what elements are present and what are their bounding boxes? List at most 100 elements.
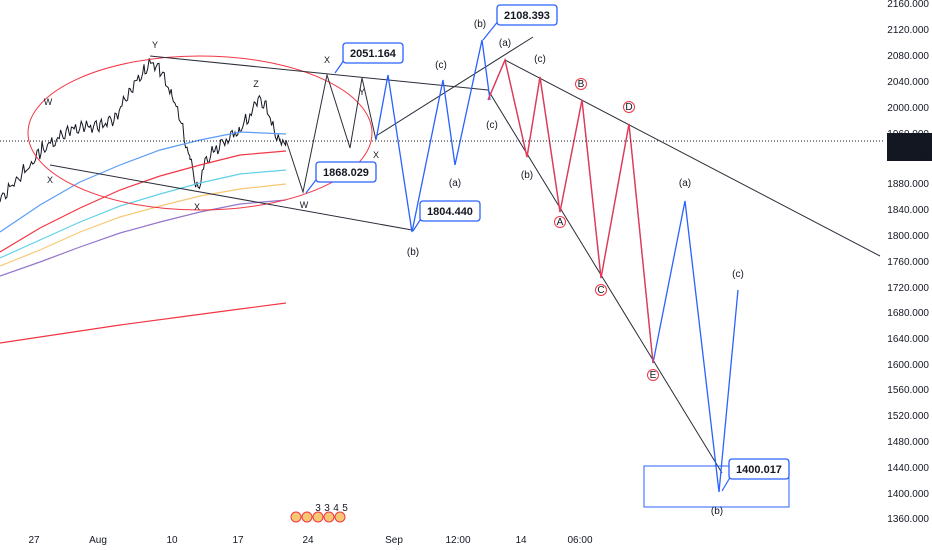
blue-wave-label: (b): [407, 247, 419, 258]
y-tick-label: 1600.000: [887, 360, 929, 371]
y-tick-label: 1840.000: [887, 205, 929, 216]
event-marker-label: 3: [324, 503, 330, 514]
price-series: [0, 58, 287, 203]
trendline-lower: [49, 164, 413, 231]
ma-cyan-line: [0, 169, 287, 259]
red-wave-projection: [487, 57, 654, 364]
y-tick-label: 2120.000: [887, 25, 929, 36]
black-wave-label: W: [44, 97, 53, 107]
countdown-timer: 10:48: [904, 150, 929, 161]
trendline-channel: [375, 36, 534, 137]
black-wave-label: X: [47, 175, 53, 185]
wave-ellipse: [27, 55, 373, 211]
x-tick-label: Aug: [89, 535, 107, 546]
callout-value: 1804.440: [427, 206, 473, 218]
event-marker-icon: [323, 511, 335, 523]
red-wave-label-ring: [623, 101, 635, 113]
event-marker-label: 4: [333, 503, 339, 514]
wave-projections: [375, 39, 739, 493]
black-wave-projection: [285, 73, 377, 194]
event-marker-icon: [290, 511, 302, 523]
x-tick-label: 12:00: [445, 535, 470, 546]
ma-blue-line: [0, 131, 287, 233]
blue-wave-projection: [375, 39, 491, 233]
y-tick-label: 1880.000: [887, 179, 929, 190]
price-callouts: 2051.164 1868.029 1804.440 2108.393 1400.017: [305, 4, 790, 492]
callout-box: [342, 42, 404, 64]
x-tick-label: 24: [302, 535, 314, 546]
callout-box: [496, 4, 558, 26]
red-wave-label-ring: [647, 369, 659, 381]
blue-wave-label: (b): [474, 19, 486, 30]
blue-wave-label: (a): [679, 178, 691, 189]
x-tick-label: 17: [232, 535, 244, 546]
y-tick-label: 1680.000: [887, 308, 929, 319]
target-zone-box: [643, 465, 790, 508]
y-tick-label: 1800.000: [887, 231, 929, 242]
y-tick-label: 1520.000: [887, 411, 929, 422]
y-tick-label: 2040.000: [887, 77, 929, 88]
y-tick-label: 1720.000: [887, 283, 929, 294]
x-tick-label: 14: [515, 535, 527, 546]
black-wave-label: Y: [152, 40, 158, 50]
x-tick-label: 06:00: [567, 535, 592, 546]
ma-purple-line: [0, 199, 287, 277]
callout-box: [315, 161, 377, 183]
red-wave-label: (c): [534, 54, 546, 65]
callout-value: 1868.029: [323, 167, 369, 179]
event-marker-icon: [334, 511, 346, 523]
red-wave-label: C: [597, 285, 604, 296]
event-marker-label: 3: [315, 503, 321, 514]
callout-value: 2051.164: [350, 48, 397, 60]
black-wave-label: X: [373, 150, 379, 160]
callout-box: [728, 458, 790, 480]
x-tick-label: 27: [28, 535, 40, 546]
ma-long-red-line: [0, 302, 287, 344]
blue-wave-label: (c): [435, 60, 447, 71]
red-wave-label: B: [578, 79, 585, 90]
blue-wave-label: (b): [711, 506, 723, 517]
black-wave-label: Y: [359, 87, 365, 97]
trendline-upper: [149, 55, 489, 91]
ma-yellow-line: [0, 183, 287, 267]
price-line: [0, 58, 287, 203]
x-tick-label: Sep: [385, 535, 403, 546]
y-tick-label: 2000.000: [887, 103, 929, 114]
y-tick-label: 1640.000: [887, 334, 929, 345]
red-wave-label-ring: [554, 216, 566, 228]
wave-labels: W X Y X Z X Y X W (b) (c) (a) (b) (c) (a) (b) (c) (a) (c) (…: [44, 19, 744, 517]
red-wave-label-ring: [595, 284, 607, 296]
x-tick-label: 10: [166, 535, 178, 546]
black-wave-label: X: [324, 55, 330, 65]
black-wave-label: W: [300, 200, 309, 210]
event-marker-label: 5: [342, 503, 348, 514]
red-wave-label: (b): [521, 170, 533, 181]
blue-wave-projection-lower: [487, 57, 739, 493]
trendline-decline: [487, 89, 723, 474]
callout-box: [419, 200, 481, 222]
red-wave-label: D: [625, 102, 632, 113]
black-wave-label: Z: [253, 79, 259, 89]
y-tick-label: 2160.000: [887, 0, 929, 10]
moving-averages: [0, 131, 287, 344]
y-tick-label: 1440.000: [887, 463, 929, 474]
last-price-value: 1949.238: [887, 137, 929, 148]
red-wave-label: (a): [499, 38, 511, 49]
red-wave-label: A: [557, 217, 564, 228]
blue-wave-label: (c): [486, 120, 498, 131]
last-price-tag: [887, 133, 932, 161]
blue-wave-label: (a): [449, 178, 461, 189]
y-tick-label: 2080.000: [887, 51, 929, 62]
y-tick-label: 1560.000: [887, 385, 929, 396]
blue-wave-label: (c): [732, 269, 744, 280]
trendlines: [49, 36, 881, 474]
y-tick-label: 1760.000: [887, 257, 929, 268]
red-wave-label: E: [650, 370, 657, 381]
ma-red-line: [0, 150, 287, 253]
y-tick-label: 1360.000: [887, 514, 929, 525]
callout-value: 1400.017: [736, 464, 782, 476]
callout-value: 2108.393: [504, 10, 550, 22]
y-tick-label: 1400.000: [887, 489, 929, 500]
